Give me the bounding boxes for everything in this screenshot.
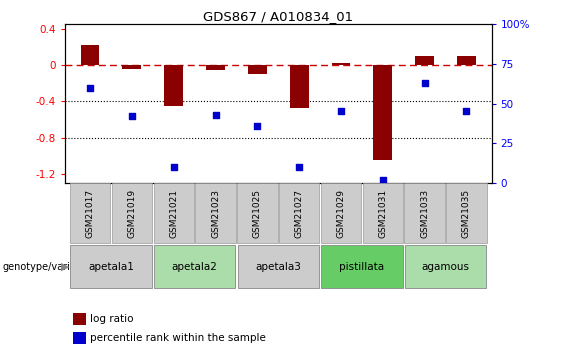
Bar — [457, 56, 476, 65]
Title: GDS867 / A010834_01: GDS867 / A010834_01 — [203, 10, 353, 23]
Point — [127, 114, 136, 119]
Point — [295, 164, 304, 170]
Text: apetala3: apetala3 — [255, 262, 301, 272]
Bar — [81, 45, 99, 65]
Bar — [373, 65, 392, 160]
Point — [379, 177, 388, 183]
Text: GSM21023: GSM21023 — [211, 188, 220, 238]
Bar — [164, 65, 183, 106]
Text: GSM21025: GSM21025 — [253, 188, 262, 238]
Text: GSM21017: GSM21017 — [85, 188, 94, 238]
Bar — [332, 63, 350, 65]
Text: apetala1: apetala1 — [88, 262, 134, 272]
Text: GSM21035: GSM21035 — [462, 188, 471, 238]
Text: GSM21033: GSM21033 — [420, 188, 429, 238]
Point — [337, 109, 346, 114]
Point — [253, 123, 262, 128]
Bar — [290, 65, 308, 108]
Point — [420, 80, 429, 86]
Text: GSM21029: GSM21029 — [337, 188, 345, 238]
Text: ▶: ▶ — [61, 262, 69, 272]
Point — [462, 109, 471, 114]
Bar — [123, 65, 141, 69]
Point — [85, 85, 94, 90]
Text: agamous: agamous — [421, 262, 470, 272]
Bar — [206, 65, 225, 70]
Bar — [415, 56, 434, 65]
Text: genotype/variation: genotype/variation — [3, 262, 95, 272]
Text: apetala2: apetala2 — [172, 262, 218, 272]
Point — [211, 112, 220, 117]
Text: log ratio: log ratio — [90, 314, 134, 324]
Text: GSM21019: GSM21019 — [127, 188, 136, 238]
Text: pistillata: pistillata — [340, 262, 384, 272]
Text: GSM21031: GSM21031 — [379, 188, 388, 238]
Text: GSM21021: GSM21021 — [169, 188, 178, 238]
Text: GSM21027: GSM21027 — [295, 188, 303, 238]
Bar — [248, 65, 267, 74]
Point — [169, 164, 178, 170]
Text: percentile rank within the sample: percentile rank within the sample — [90, 333, 266, 343]
